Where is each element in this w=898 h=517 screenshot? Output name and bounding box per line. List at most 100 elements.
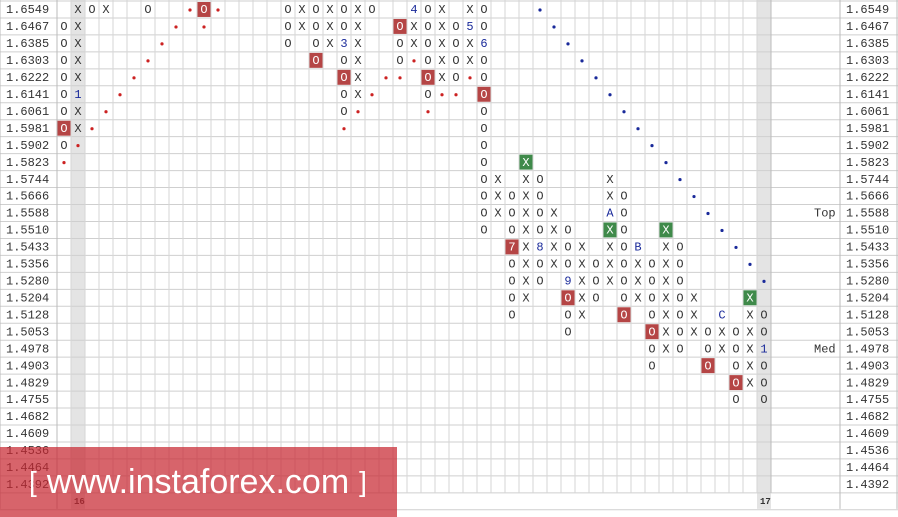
price-label-right: 1.5204 (846, 291, 889, 305)
box-symbol: X (438, 37, 445, 51)
price-label-right: 1.4829 (846, 376, 889, 390)
box-symbol: O (396, 37, 403, 51)
price-label-right: 1.6385 (846, 37, 889, 51)
box-symbol: B (634, 241, 641, 255)
reversal-box (197, 2, 211, 17)
box-symbol: O (480, 3, 487, 17)
box-symbol: X (466, 54, 473, 68)
trend-dot (468, 76, 472, 80)
price-label-right: 1.5280 (846, 275, 889, 289)
box-symbol: O (704, 325, 711, 339)
price-label-right: 1.4392 (846, 478, 889, 492)
price-label-right: 1.5510 (846, 224, 889, 238)
trend-dot (90, 127, 94, 131)
box-symbol: A (606, 207, 614, 221)
price-label-right: 1.4978 (846, 342, 889, 356)
box-symbol: X (690, 308, 697, 322)
box-symbol: X (74, 54, 81, 68)
box-symbol: X (522, 224, 529, 238)
box-symbol: O (676, 275, 683, 289)
trend-dot (188, 8, 192, 12)
trend-dot (748, 262, 752, 266)
box-symbol: X (438, 20, 445, 34)
reversal-box (477, 86, 491, 102)
box-symbol: X (634, 258, 641, 272)
box-symbol: X (746, 291, 753, 305)
box-symbol: O (536, 258, 543, 272)
box-symbol: O (480, 71, 487, 85)
box-symbol: O (284, 3, 291, 17)
box-symbol: O (424, 3, 431, 17)
watermark-part: www.instaforex.com (46, 463, 349, 501)
box-symbol: O (620, 258, 627, 272)
price-label: 1.5744 (6, 173, 49, 187)
box-symbol: X (522, 241, 529, 255)
price-label: 1.5902 (6, 139, 49, 153)
trend-dot (104, 110, 108, 114)
date-label: 17 (760, 497, 771, 507)
price-label: 1.6141 (6, 88, 49, 102)
box-symbol: O (340, 71, 347, 85)
box-symbol: O (508, 275, 515, 289)
price-label: 1.4903 (6, 359, 49, 373)
box-symbol: O (60, 54, 67, 68)
box-symbol: X (662, 275, 669, 289)
box-symbol: O (340, 54, 347, 68)
level-note: Med (814, 342, 836, 356)
reversal-box (617, 307, 631, 323)
box-symbol: 5 (466, 20, 473, 34)
box-symbol: O (676, 291, 683, 305)
box-symbol: O (760, 308, 767, 322)
box-symbol: X (326, 37, 333, 51)
box-symbol: O (704, 359, 711, 373)
price-label: 1.5280 (6, 275, 49, 289)
box-symbol: O (760, 325, 767, 339)
trend-dot (118, 93, 122, 97)
box-symbol: O (480, 105, 487, 119)
trend-dot (664, 161, 668, 165)
box-symbol: O (676, 325, 683, 339)
price-label: 1.5356 (6, 258, 49, 272)
box-symbol: 1 (760, 342, 767, 356)
box-symbol: O (368, 3, 375, 17)
trend-dot (594, 76, 598, 80)
box-symbol: O (592, 258, 599, 272)
box-symbol: O (452, 71, 459, 85)
box-symbol: X (662, 325, 669, 339)
price-label-right: 1.4464 (846, 461, 889, 475)
box-symbol: O (340, 88, 347, 102)
box-symbol: O (648, 325, 655, 339)
box-symbol: O (676, 241, 683, 255)
box-symbol: X (662, 308, 669, 322)
box-symbol: X (326, 20, 333, 34)
box-symbol: O (284, 37, 291, 51)
box-symbol: X (354, 54, 361, 68)
watermark-box (0, 447, 397, 517)
box-symbol: O (536, 275, 543, 289)
box-symbol: 1 (74, 88, 81, 102)
trend-dot (552, 25, 556, 29)
price-label-right: 1.4609 (846, 427, 889, 441)
trend-dot (342, 127, 346, 131)
price-label: 1.5588 (6, 207, 49, 221)
price-label: 1.5981 (6, 122, 49, 136)
price-label-right: 1.5356 (846, 258, 889, 272)
box-symbol: X (550, 241, 557, 255)
price-label: 1.5433 (6, 241, 49, 255)
reversal-box (337, 69, 351, 85)
trend-dot (720, 228, 724, 233)
trend-dot (384, 76, 388, 80)
box-symbol: O (480, 139, 487, 153)
box-symbol: X (354, 71, 361, 85)
trend-dot (622, 110, 626, 114)
box-symbol: O (648, 308, 655, 322)
box-symbol: X (354, 20, 361, 34)
price-label: 1.4609 (6, 427, 49, 441)
box-symbol: O (88, 3, 95, 17)
box-symbol: X (74, 37, 81, 51)
price-label: 1.5823 (6, 156, 49, 170)
box-symbol: X (746, 325, 753, 339)
price-label: 1.5128 (6, 308, 49, 322)
trend-dot (412, 59, 416, 63)
box-symbol: O (60, 139, 67, 153)
